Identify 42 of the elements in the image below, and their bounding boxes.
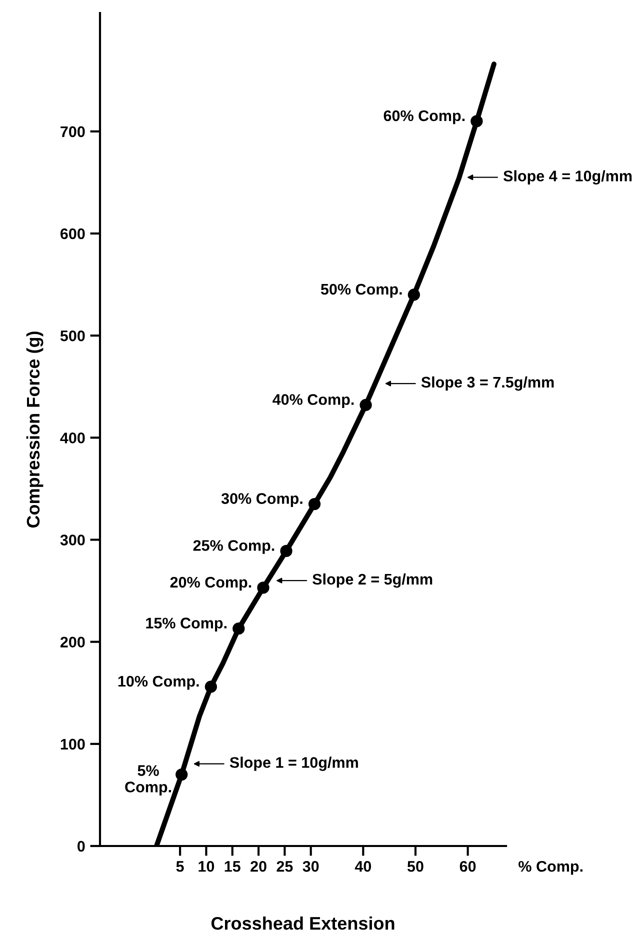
x-tick-label: 50 (407, 860, 424, 872)
x-tick-label: 5 (176, 861, 184, 872)
point (204, 680, 217, 693)
annotation: Slope 1 = 10g/mm (230, 756, 358, 771)
x-tick-label: 30 (302, 860, 319, 872)
annotation: 15% Comp. (146, 618, 226, 632)
y-tick-label: 0 (78, 840, 85, 852)
x-axis-title: Crosshead Extension (211, 916, 394, 930)
y-tick-label: 600 (60, 228, 85, 240)
x-tick-label: 25 (276, 860, 293, 872)
point (308, 498, 321, 510)
point (176, 768, 188, 781)
annotation: 20% Comp. (170, 576, 252, 591)
point (470, 115, 483, 128)
x-tick-label: 10 (198, 860, 214, 872)
point (408, 288, 420, 301)
y-axis-title: Compression Force (g) (26, 332, 44, 528)
annotation: 60% Comp. (384, 110, 465, 124)
annotation: 30% Comp. (221, 493, 302, 507)
text: % Comp. (518, 860, 582, 875)
annotation: 50% Comp. (320, 284, 402, 298)
point (280, 544, 292, 558)
point (257, 582, 270, 594)
x-tick-label: 60 (460, 860, 476, 872)
y-tick-label: 700 (60, 126, 85, 138)
y-tick-label: 500 (60, 330, 85, 342)
annotation: 40% Comp. (272, 394, 354, 408)
annotation: Slope 2 = 5g/mm (312, 573, 432, 588)
y-tick-label: 200 (60, 636, 85, 648)
y-tick-label: 100 (60, 738, 85, 750)
point (360, 398, 372, 412)
y-tick-label: 300 (60, 534, 85, 546)
point (232, 622, 245, 635)
x-tick-label: 15 (224, 861, 240, 872)
annotation: Slope 4 = 10g/mm (503, 170, 632, 185)
annotation: Slope 3 = 7.5g/mm (421, 376, 554, 391)
y-tick-label: 400 (60, 432, 85, 444)
x-tick-label: 40 (354, 860, 372, 872)
annotation: 10% Comp. (118, 676, 199, 690)
x-tick-label: 20 (250, 860, 266, 872)
annotation: 25% Comp. (193, 540, 274, 554)
annotation: 5% Comp. (125, 765, 171, 796)
